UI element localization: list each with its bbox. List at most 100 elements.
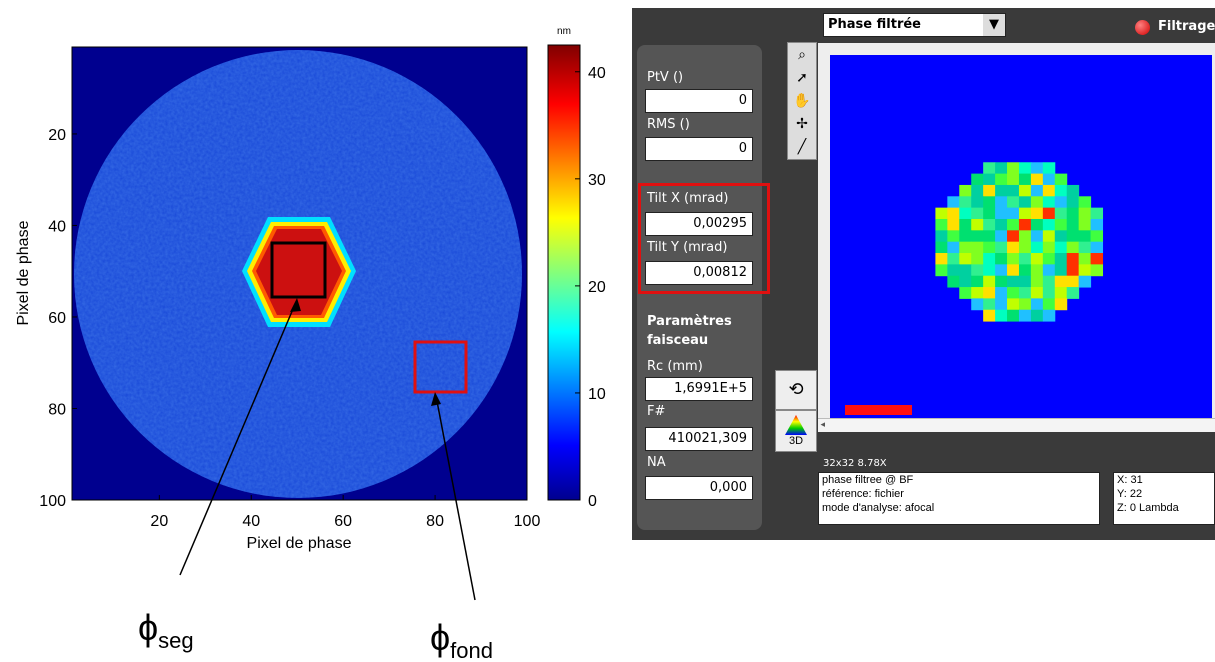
pixel bbox=[1042, 230, 1056, 243]
field-label: NA bbox=[647, 455, 666, 470]
pixel bbox=[1066, 241, 1080, 254]
pixel bbox=[1030, 173, 1044, 186]
pixel bbox=[947, 196, 960, 209]
pixel bbox=[1018, 298, 1032, 311]
pixel bbox=[995, 309, 1008, 322]
pixel bbox=[971, 218, 984, 231]
pixel bbox=[1007, 298, 1020, 311]
pixel bbox=[1042, 162, 1056, 175]
axes-frame bbox=[71, 46, 528, 501]
pixel bbox=[1007, 207, 1020, 220]
field-label: PtV () bbox=[647, 70, 684, 85]
dropdown-text: Phase filtrée bbox=[828, 17, 921, 32]
pixel bbox=[1054, 173, 1068, 186]
dropdown[interactable]: Phase filtrée ▼ bbox=[823, 13, 1006, 37]
pixel bbox=[1066, 230, 1080, 243]
pixel bbox=[1090, 253, 1104, 265]
view-info: 32x32 8.78X bbox=[823, 458, 887, 469]
y-tick-label: 100 bbox=[39, 493, 66, 510]
pixel bbox=[1007, 230, 1020, 243]
colorbar-tick-label: 10 bbox=[588, 386, 606, 403]
pixel bbox=[1030, 207, 1044, 220]
toolbar[interactable]: ⌕ ➚ ✋ ✢ ╱ bbox=[787, 42, 817, 160]
pixel bbox=[1018, 287, 1032, 299]
field-value: 0,000 bbox=[645, 476, 753, 500]
pixel bbox=[1030, 196, 1044, 209]
pixel bbox=[995, 207, 1008, 220]
3d-label: 3D bbox=[788, 435, 804, 447]
pixel bbox=[995, 298, 1008, 311]
info-box: phase filtree @ BF référence: fichier mode… bbox=[818, 472, 1100, 525]
pixel bbox=[947, 230, 960, 243]
y-tick-label: 60 bbox=[48, 310, 66, 327]
pixel bbox=[1042, 287, 1056, 299]
pixel bbox=[959, 218, 972, 231]
section-title: Paramètres faisceau bbox=[647, 314, 732, 348]
pixel bbox=[1066, 218, 1080, 231]
pixel bbox=[1018, 196, 1032, 209]
pixel bbox=[1007, 287, 1020, 299]
pixel bbox=[1030, 230, 1044, 243]
pixel bbox=[1007, 173, 1020, 186]
pixel bbox=[1042, 298, 1056, 311]
symbol: ϕ bbox=[138, 607, 158, 648]
pixel bbox=[935, 253, 948, 265]
pixel bbox=[1054, 184, 1068, 197]
y-tick-label: 40 bbox=[48, 218, 66, 235]
y-tick-label: 20 bbox=[48, 127, 66, 144]
pixel bbox=[1054, 230, 1068, 243]
pixel bbox=[971, 241, 984, 254]
pixel bbox=[935, 207, 948, 220]
pixel bbox=[935, 241, 948, 254]
pixel bbox=[935, 264, 948, 277]
pixel bbox=[983, 298, 996, 311]
pixel bbox=[1042, 253, 1056, 265]
field-value: 1,6991E+5 bbox=[645, 377, 753, 401]
field-value: 0 bbox=[645, 137, 753, 161]
highlight-box bbox=[638, 183, 770, 294]
pixel bbox=[1042, 241, 1056, 254]
pixel bbox=[971, 230, 984, 243]
arrow-head bbox=[290, 298, 301, 312]
pixel bbox=[983, 230, 996, 243]
info-line: référence: fichier bbox=[822, 488, 904, 500]
annotation: ϕfond bbox=[430, 617, 493, 662]
pixel bbox=[1018, 309, 1032, 322]
pixel bbox=[1066, 287, 1080, 299]
annotation: ϕseg bbox=[138, 607, 194, 653]
pixel bbox=[1042, 218, 1056, 231]
pixel bbox=[935, 218, 948, 231]
pixel bbox=[947, 275, 960, 288]
pixel bbox=[1007, 275, 1020, 288]
pixel bbox=[1078, 218, 1092, 231]
pixel bbox=[971, 173, 984, 186]
pixel bbox=[971, 207, 984, 220]
pixel bbox=[959, 196, 972, 209]
pixel bbox=[1030, 298, 1044, 311]
pixel bbox=[959, 207, 972, 220]
pixel bbox=[1066, 253, 1080, 265]
colorbar-tick-label: 30 bbox=[588, 172, 606, 189]
3d-button[interactable]: 3D bbox=[775, 410, 817, 452]
pixel bbox=[959, 253, 972, 265]
pixel bbox=[1042, 207, 1056, 220]
x-tick-label: 100 bbox=[514, 513, 541, 530]
pixel bbox=[995, 184, 1008, 197]
pixel bbox=[983, 218, 996, 231]
scrollbar[interactable]: ◂ bbox=[818, 418, 1215, 432]
pixel bbox=[995, 218, 1008, 231]
arrow bbox=[179, 301, 297, 576]
dropdown-arrow[interactable]: ▼ bbox=[983, 14, 1005, 36]
colorbar-label: nm bbox=[557, 26, 571, 37]
pixel bbox=[959, 230, 972, 243]
rotate-button[interactable]: ⟲ bbox=[775, 370, 817, 410]
pixel bbox=[1018, 173, 1032, 186]
pixel bbox=[995, 230, 1008, 243]
pixel bbox=[971, 287, 984, 299]
y-axis-label: Pixel de phase bbox=[15, 220, 32, 325]
colorbar bbox=[547, 44, 581, 501]
pixel bbox=[1054, 275, 1068, 288]
pixel bbox=[947, 264, 960, 277]
subscript: fond bbox=[450, 638, 493, 662]
